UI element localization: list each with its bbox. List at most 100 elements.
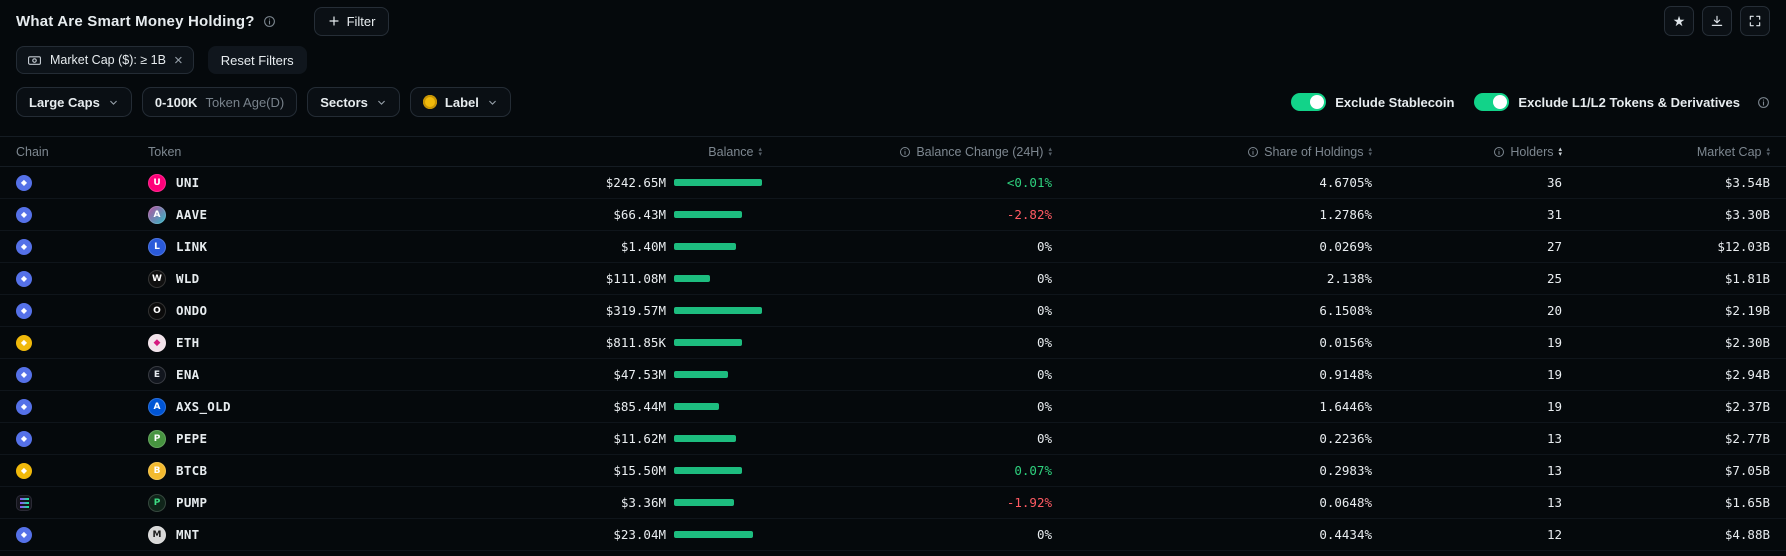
ethereum-chain-icon: ◆ [16, 430, 32, 447]
market-cap-value: $2.94B [1724, 367, 1770, 382]
share-of-holdings-value: 0.2236% [1319, 431, 1372, 446]
holders-value: 20 [1546, 303, 1562, 318]
balance-value: $47.53M [613, 367, 666, 382]
ethereum-chain-icon: ◆ [16, 270, 32, 287]
balance-bar [674, 179, 770, 186]
holders-value: 36 [1546, 175, 1562, 190]
table-row[interactable]: ◆ E ENA $47.53M 0% 0.9148% 19 $2.94B [0, 359, 1786, 391]
sectors-dropdown[interactable]: Sectors [307, 87, 400, 117]
column-header-balance[interactable]: Balance ▴ ▾ [708, 144, 762, 159]
balance-value: $319.57M [605, 303, 666, 318]
column-header-chain: Chain [16, 144, 49, 159]
balance-value: $242.65M [605, 175, 666, 190]
favorite-button[interactable]: ★ [1664, 6, 1694, 36]
table-row[interactable]: ◆ P PEPE $11.62M 0% 0.2236% 13 $2.77B [0, 423, 1786, 455]
ethereum-chain-icon: ◆ [16, 398, 32, 415]
token-symbol: PUMP [176, 495, 208, 510]
market-cap-value: $12.03B [1717, 239, 1770, 254]
top-bar: What Are Smart Money Holding? Filter ★ [0, 0, 1786, 42]
exclude-l1l2-toggle[interactable] [1474, 93, 1510, 111]
balance-value: $1.40M [620, 239, 666, 254]
balance-value: $3.36M [620, 495, 666, 510]
balance-change-value: 0.07% [1014, 463, 1052, 478]
balance-value: $15.50M [613, 463, 666, 478]
toggle-label: Exclude Stablecoin [1335, 94, 1455, 110]
fullscreen-button[interactable] [1740, 6, 1770, 36]
balance-bar [674, 371, 770, 378]
balance-change-value: 0% [1036, 335, 1052, 350]
pump-token-icon: P [148, 493, 166, 512]
market-cap-value: $2.30B [1724, 335, 1770, 350]
balance-bar [674, 435, 770, 442]
token-symbol: BTCB [176, 463, 208, 478]
share-of-holdings-value: 4.6705% [1319, 175, 1372, 190]
table-row[interactable]: ◆ O ONDO $319.57M 0% 6.1508% 20 $2.19B [0, 295, 1786, 327]
ondo-token-icon: O [148, 301, 166, 320]
share-of-holdings-value: 0.4434% [1319, 527, 1372, 542]
share-of-holdings-value: 1.6446% [1319, 399, 1372, 414]
label-icon [422, 95, 437, 109]
market-cap-value: $3.30B [1724, 207, 1770, 222]
table-row[interactable]: P PUMP $3.36M -1.92% 0.0648% 13 $1.65B [0, 487, 1786, 519]
table-body: ◆ U UNI $242.65M <0.01% 4.6705% 36 $3.54… [0, 167, 1786, 551]
ethereum-chain-icon: ◆ [16, 302, 32, 319]
info-icon [899, 146, 911, 158]
token-symbol: LINK [176, 239, 208, 254]
ethereum-chain-icon: ◆ [16, 366, 32, 383]
expand-icon [1748, 14, 1762, 28]
balance-change-value: -1.92% [1006, 495, 1052, 510]
balance-value: $111.08M [605, 271, 666, 286]
table-row[interactable]: ◆ A AAVE $66.43M -2.82% 1.2786% 31 $3.30… [0, 199, 1786, 231]
balance-bar [674, 211, 770, 218]
token-age-dropdown[interactable]: 0-100K Token Age(D) [141, 87, 298, 117]
uni-token-icon: U [148, 173, 166, 192]
exclude-l1l2-control: Exclude L1/L2 Tokens & Derivatives [1474, 93, 1770, 111]
add-filter-button[interactable]: Filter [313, 6, 390, 36]
title-info-icon[interactable] [263, 15, 276, 28]
toggle-label: Exclude L1/L2 Tokens & Derivatives [1518, 94, 1740, 110]
page-title: What Are Smart Money Holding? [16, 12, 255, 30]
top-bar-actions: ★ [1664, 6, 1770, 36]
table-row[interactable]: ◆ A AXS_OLD $85.44M 0% 1.6446% 19 $2.37B [0, 391, 1786, 423]
balance-bar [674, 275, 770, 282]
column-header-balance-change[interactable]: Balance Change (24H) ▴ ▾ [770, 145, 1060, 159]
chevron-down-icon [487, 97, 498, 108]
share-of-holdings-value: 0.2983% [1319, 463, 1372, 478]
bnb-chain-icon: ◆ [16, 334, 32, 351]
table-row[interactable]: ◆ L LINK $1.40M 0% 0.0269% 27 $12.03B [0, 231, 1786, 263]
label-dropdown[interactable]: Label [409, 87, 511, 117]
column-header-share-of-holdings[interactable]: Share of Holdings ▴ ▾ [1060, 145, 1380, 159]
exclude-stablecoin-toggle[interactable] [1291, 93, 1327, 111]
balance-bar [674, 243, 770, 250]
btcb-token-icon: B [148, 461, 166, 480]
market-cap-value: $2.19B [1724, 303, 1770, 318]
table-row[interactable]: ◆ B BTCB $15.50M 0.07% 0.2983% 13 $7.05B [0, 455, 1786, 487]
token-symbol: MNT [176, 527, 200, 542]
toggle-controls: Exclude Stablecoin Exclude L1/L2 Tokens … [1291, 93, 1770, 111]
balance-change-value: 0% [1036, 239, 1052, 254]
table-row[interactable]: ◆ W WLD $111.08M 0% 2.138% 25 $1.81B [0, 263, 1786, 295]
close-icon[interactable]: × [173, 51, 183, 69]
wld-token-icon: W [148, 269, 166, 288]
download-button[interactable] [1702, 6, 1732, 36]
balance-change-value: 0% [1036, 431, 1052, 446]
table-row[interactable]: ◆ ◆ ETH $811.85K 0% 0.0156% 19 $2.30B [0, 327, 1786, 359]
market-cap-filter-chip[interactable]: Market Cap ($): ≥ 1B × [16, 46, 194, 74]
solana-chain-icon [16, 494, 32, 511]
holders-value: 31 [1546, 207, 1562, 222]
l1l2-info-icon[interactable] [1757, 96, 1770, 109]
table-row[interactable]: ◆ U UNI $242.65M <0.01% 4.6705% 36 $3.54… [0, 167, 1786, 199]
sort-arrows-icon-active: ▴ ▾ [1558, 145, 1562, 158]
eth-token-icon: ◆ [148, 333, 166, 352]
market-cap-value: $4.88B [1724, 527, 1770, 542]
table-row[interactable]: ◆ M MNT $23.04M 0% 0.4434% 12 $4.88B [0, 519, 1786, 551]
column-header-holders[interactable]: Holders ▴ ▾ [1380, 145, 1570, 159]
column-header-market-cap[interactable]: Market Cap ▴ ▾ [1696, 144, 1770, 159]
balance-change-value: <0.01% [1006, 175, 1052, 190]
reset-filters-button[interactable]: Reset Filters [207, 46, 307, 74]
chevron-down-icon [376, 97, 387, 108]
balance-bar [674, 531, 770, 538]
ethereum-chain-icon: ◆ [16, 238, 32, 255]
market-cap-tier-dropdown[interactable]: Large Caps [16, 87, 132, 117]
share-of-holdings-value: 0.0156% [1319, 335, 1372, 350]
